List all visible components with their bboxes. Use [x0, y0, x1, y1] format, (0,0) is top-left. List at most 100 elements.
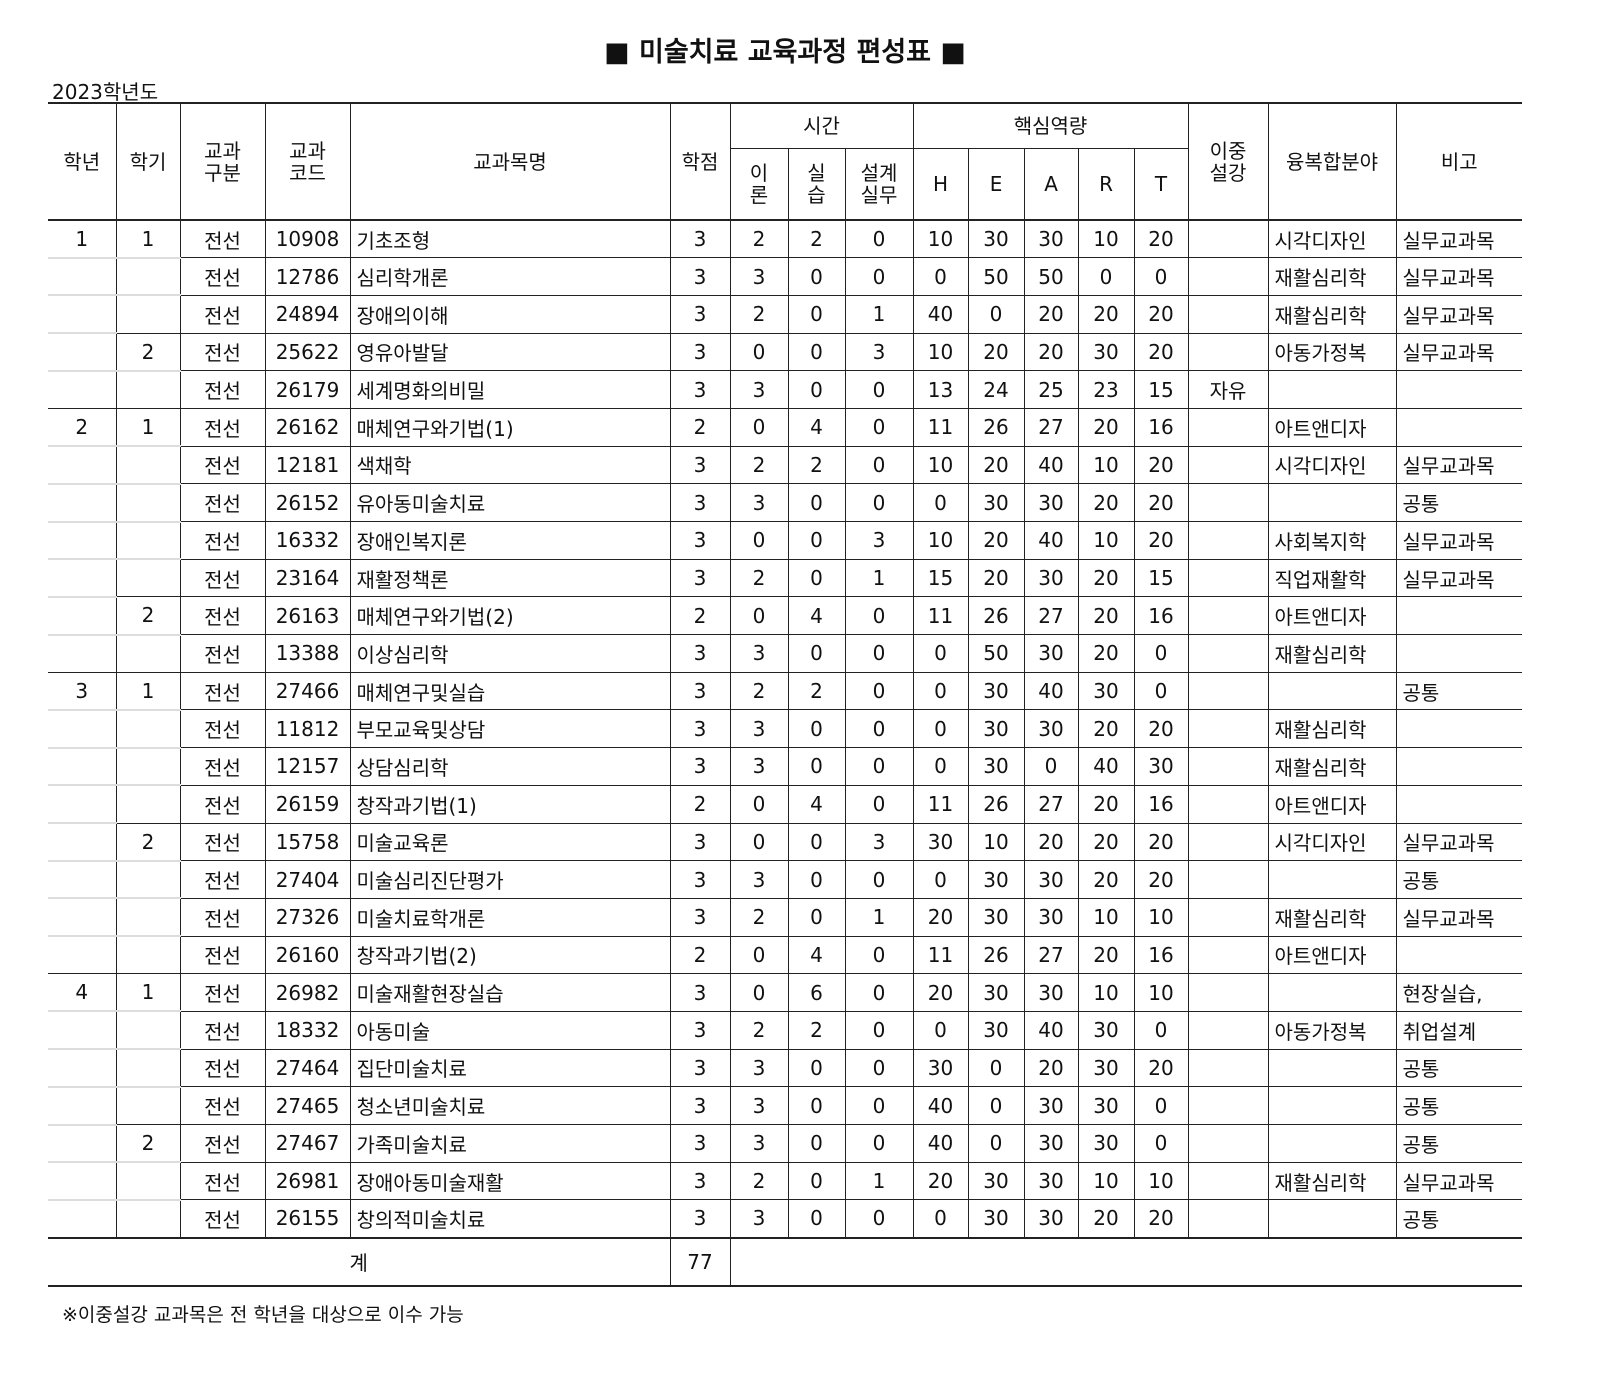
cell-field: 재활심리학	[1267, 294, 1397, 334]
cell-a: 30	[1023, 634, 1079, 673]
cell-note: 공통	[1395, 483, 1523, 522]
cell-design: 0	[844, 784, 914, 823]
cell-semester	[115, 935, 181, 974]
cell-a: 30	[1023, 860, 1079, 899]
cell-h: 0	[912, 860, 969, 899]
cell-design: 0	[844, 445, 914, 484]
cell-dual	[1187, 332, 1269, 371]
cell-theory: 3	[729, 747, 789, 786]
cell-r: 30	[1077, 1010, 1135, 1050]
cell-note: 공통	[1395, 1199, 1523, 1238]
cell-practice: 4	[787, 407, 846, 447]
cell-semester	[115, 897, 181, 937]
cell-e: 0	[967, 1086, 1025, 1125]
cell-r: 23	[1077, 370, 1135, 409]
cell-semester	[115, 369, 181, 409]
cell-t: 0	[1133, 1124, 1189, 1163]
header-theory: 이 론	[730, 148, 789, 221]
cell-name: 색채학	[349, 445, 671, 484]
cell-e: 20	[967, 445, 1025, 484]
cell-semester	[115, 1048, 181, 1087]
cell-code: 13388	[264, 634, 351, 673]
table-row: 2 전선 26163 매체연구와기법(2) 2 0 4 0 11 26 27 20 16 아트앤디자	[48, 595, 1523, 635]
cell-dual	[1187, 1161, 1269, 1200]
cell-note: 실무교과목	[1395, 257, 1523, 296]
cell-r: 20	[1077, 709, 1135, 748]
cell-type: 전선	[179, 822, 266, 861]
cell-type: 전선	[179, 973, 266, 1012]
cell-practice: 0	[787, 521, 846, 560]
cell-practice: 4	[787, 596, 846, 635]
cell-dual	[1187, 483, 1269, 522]
cell-design: 0	[844, 709, 914, 748]
cell-dual	[1187, 860, 1269, 899]
cell-semester	[115, 746, 181, 786]
cell-theory: 0	[729, 822, 789, 861]
cell-practice: 0	[787, 822, 846, 861]
cell-field	[1267, 1199, 1397, 1238]
cell-name: 부모교육및상담	[349, 709, 671, 748]
cell-name: 미술재활현장실습	[349, 973, 671, 1012]
cell-dual	[1187, 784, 1269, 823]
cell-practice: 0	[787, 1086, 846, 1125]
cell-practice: 0	[787, 860, 846, 899]
cell-practice: 4	[787, 784, 846, 823]
cell-type: 전선	[179, 407, 266, 447]
cell-field	[1267, 483, 1397, 522]
cell-code: 10908	[264, 219, 351, 258]
cell-credit: 3	[669, 294, 731, 334]
cell-a: 27	[1023, 596, 1079, 635]
cell-field: 아트앤디자	[1267, 407, 1397, 447]
cell-type: 전선	[179, 370, 266, 409]
cell-r: 10	[1077, 521, 1135, 560]
cell-h: 11	[912, 407, 969, 447]
cell-design: 1	[844, 897, 914, 937]
cell-note	[1395, 370, 1523, 409]
cell-dual	[1187, 294, 1269, 334]
cell-e: 30	[967, 860, 1025, 899]
cell-e: 10	[967, 822, 1025, 861]
header-e: E	[967, 148, 1025, 221]
cell-name: 장애아동미술재활	[349, 1161, 671, 1200]
cell-field: 재활심리학	[1267, 634, 1397, 673]
cell-r: 40	[1077, 747, 1135, 786]
header-credit: 학점	[669, 102, 731, 221]
cell-a: 20	[1023, 332, 1079, 371]
cell-a: 30	[1023, 483, 1079, 522]
cell-a: 25	[1023, 370, 1079, 409]
cell-r: 30	[1077, 332, 1135, 371]
cell-dual	[1187, 407, 1269, 447]
cell-name: 세계명화의비밀	[349, 370, 671, 409]
cell-name: 미술치료학개론	[349, 897, 671, 937]
cell-dual	[1187, 521, 1269, 560]
cell-field: 아트앤디자	[1267, 935, 1397, 974]
cell-type: 전선	[179, 596, 266, 635]
cell-h: 11	[912, 935, 969, 974]
cell-year: 2	[48, 407, 117, 447]
cell-field: 재활심리학	[1267, 257, 1397, 296]
cell-type: 전선	[179, 483, 266, 522]
cell-a: 20	[1023, 822, 1079, 861]
cell-semester	[115, 445, 181, 484]
cell-field: 시각디자인	[1267, 445, 1397, 484]
cell-practice: 0	[787, 1124, 846, 1163]
cell-a: 27	[1023, 407, 1079, 447]
cell-type: 전선	[179, 219, 266, 258]
cell-semester: 1	[115, 219, 181, 258]
table-row: 3 1 전선 27466 매체연구및실습 3 2 2 0 0 30 40 30 0 공통	[48, 671, 1523, 710]
cell-note	[1395, 747, 1523, 786]
cell-type: 전선	[179, 445, 266, 484]
cell-semester	[115, 482, 181, 522]
cell-a: 30	[1023, 1199, 1079, 1238]
cell-theory: 2	[729, 219, 789, 258]
cell-semester	[115, 633, 181, 673]
cell-semester	[115, 1010, 181, 1050]
cell-year	[48, 1123, 117, 1163]
cell-r: 20	[1077, 558, 1135, 597]
cell-r: 30	[1077, 671, 1135, 710]
cell-field: 아트앤디자	[1267, 596, 1397, 635]
header-r: R	[1077, 148, 1135, 221]
cell-semester: 2	[115, 822, 181, 861]
cell-design: 0	[844, 1048, 914, 1087]
cell-e: 0	[967, 1048, 1025, 1087]
